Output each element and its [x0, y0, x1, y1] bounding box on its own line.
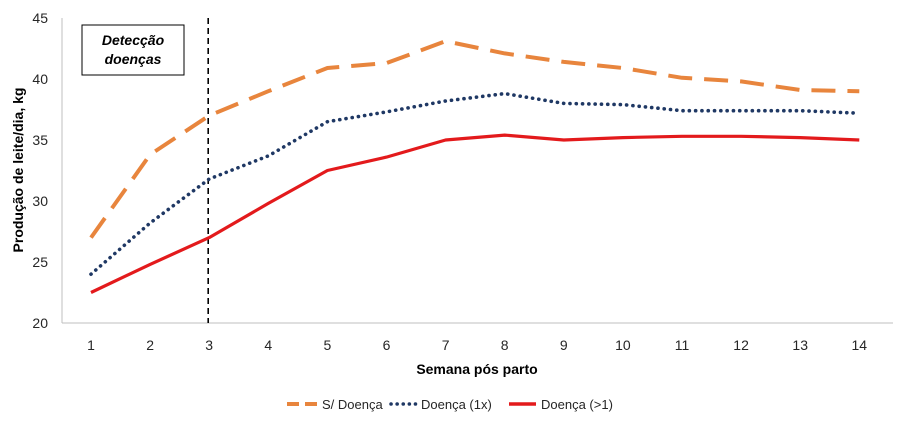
legend-label-doenca-1x: Doença (1x)	[421, 397, 492, 412]
annotation-box	[81, 24, 185, 76]
x-tick-label: 11	[675, 337, 690, 353]
legend-item-s-doenca: S/ Doença	[287, 397, 383, 412]
y-tick-label: 35	[32, 132, 48, 148]
y-tick-label: 45	[32, 10, 48, 26]
annotation-line-1: Detecção	[102, 32, 165, 48]
x-tick-label: 4	[264, 337, 272, 353]
legend-label-s-doenca: S/ Doença	[322, 397, 383, 412]
x-tick-label: 7	[442, 337, 450, 353]
x-tick-label: 13	[792, 337, 808, 353]
x-tick-label: 9	[560, 337, 568, 353]
x-axis-title: Semana pós parto	[416, 361, 537, 377]
legend: S/ Doença Doença (1x) Doença (>1)	[287, 397, 613, 412]
y-axis-title: Produção de leite/dia, kg	[10, 88, 26, 253]
legend-label-doenca-gt1: Doença (>1)	[541, 397, 613, 412]
y-tick-label: 25	[32, 254, 48, 270]
series-line-2	[90, 133, 860, 294]
x-tick-label: 14	[852, 337, 868, 353]
legend-item-doenca-gt1: Doença (>1)	[509, 397, 613, 412]
legend-item-doenca-1x: Doença (1x)	[389, 397, 492, 412]
series-lines	[89, 39, 862, 294]
series-line-0	[89, 39, 860, 239]
x-tick-label: 10	[615, 337, 631, 353]
x-tick-label: 2	[146, 337, 154, 353]
annotation-line-2: doenças	[105, 51, 162, 67]
series-line-1	[89, 91, 862, 277]
x-tick-label: 1	[87, 337, 95, 353]
x-tick-label: 6	[383, 337, 391, 353]
y-tick-label: 30	[32, 193, 48, 209]
x-tick-labels: 1 2 3 4 5 6 7 8 9 10 11 12 13 14	[87, 337, 867, 353]
x-tick-label: 12	[733, 337, 749, 353]
detection-annotation: Detecção doenças	[81, 24, 185, 76]
y-tick-label: 40	[32, 71, 48, 87]
y-tick-label: 20	[32, 315, 48, 331]
x-tick-label: 3	[205, 337, 213, 353]
y-tick-labels: 20 25 30 35 40 45	[32, 10, 48, 331]
x-tick-label: 5	[324, 337, 332, 353]
x-tick-label: 8	[501, 337, 509, 353]
